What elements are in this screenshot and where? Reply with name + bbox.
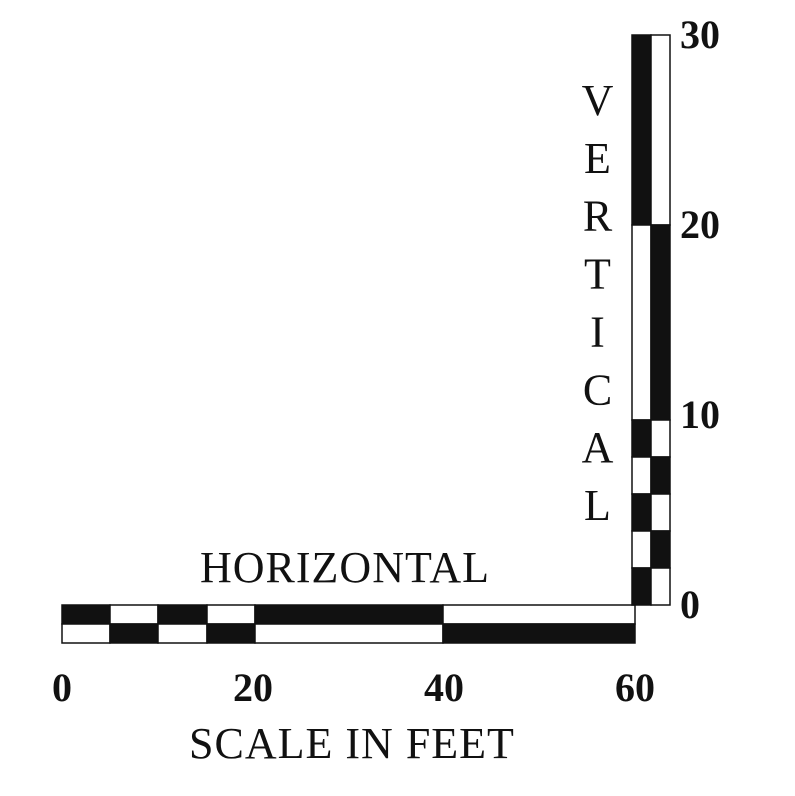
horizontal-label: HORIZONTAL — [200, 543, 490, 592]
horizontal-tick-label: 20 — [233, 665, 273, 710]
caption: SCALE IN FEET — [189, 719, 515, 768]
vertical-tick-label: 30 — [680, 12, 720, 57]
horizontal-bar — [61, 604, 636, 644]
vertical-bar — [631, 34, 671, 606]
horizontal-tick-label: 60 — [615, 665, 655, 710]
horizontal-tick-label: 0 — [52, 665, 72, 710]
vertical-tick-label: 10 — [680, 392, 720, 437]
horizontal-tick-label: 40 — [424, 665, 464, 710]
vertical-tick-label: 0 — [680, 582, 700, 627]
vertical-tick-label: 20 — [680, 202, 720, 247]
